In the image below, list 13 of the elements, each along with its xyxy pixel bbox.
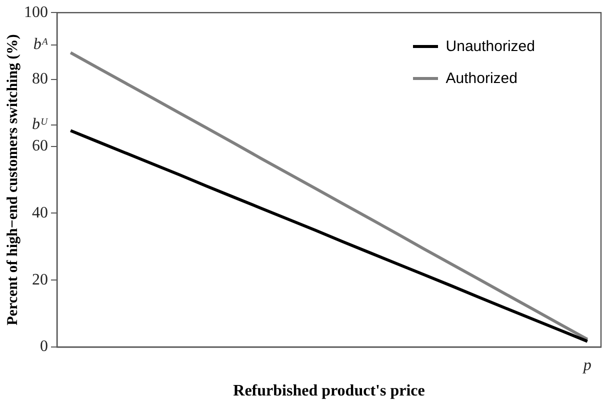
y-tick-label: 100 — [24, 4, 48, 21]
legend-label: Unauthorized — [446, 38, 535, 54]
x-tick-label: p — [582, 356, 592, 374]
y-tick-label: 20 — [32, 271, 48, 288]
y-tick-label: 60 — [32, 138, 48, 155]
legend-label: Authorized — [446, 70, 518, 86]
x-axis-title: Refurbished product's price — [233, 382, 425, 400]
y-tick-label: bᵁ — [32, 116, 50, 134]
y-tick-label: bᴬ — [33, 36, 48, 54]
y-tick-label: 0 — [40, 338, 48, 356]
y-tick-label: 40 — [32, 204, 48, 222]
y-axis-title: Percent of high−end customers switching (%) — [4, 34, 21, 326]
y-tick-label: 80 — [32, 70, 48, 88]
